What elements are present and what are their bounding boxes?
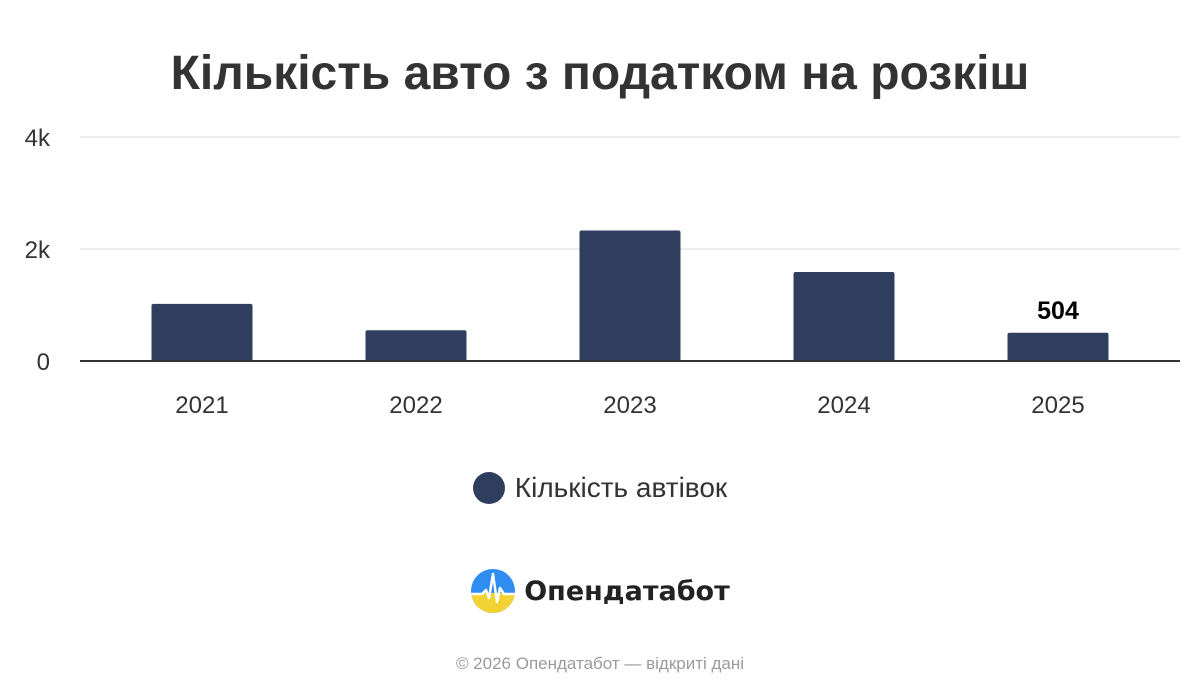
y-tick-label: 4k [25, 125, 51, 152]
legend: Кількість автівок [0, 472, 1200, 504]
y-tick-label: 0 [37, 349, 50, 376]
legend-label: Кількість автівок [514, 472, 728, 503]
bar-2024 [793, 271, 895, 361]
x-tick-label: 2022 [389, 392, 442, 419]
x-tick-label: 2025 [1031, 392, 1084, 419]
data-label: 504 [1037, 297, 1079, 325]
brand-name: Опендатабот [524, 575, 730, 607]
y-tick-label: 2k [25, 237, 51, 264]
x-tick-label: 2021 [175, 392, 228, 419]
legend-swatch [472, 472, 505, 504]
bar-2022 [365, 330, 467, 361]
x-tick-label: 2023 [603, 392, 656, 419]
bar-2025 [1007, 332, 1109, 361]
bar-2023 [579, 230, 681, 361]
opendatabot-logo-icon [471, 569, 516, 613]
footer-copyright: © 2026 Опендатабот — відкриті дані [455, 654, 745, 673]
bar-2021 [151, 303, 253, 361]
chart-title: Кількість авто з податком на розкіш [170, 47, 1030, 100]
bar-chart: 0 2k 4k 2021 2022 2023 2024 2025 504 [25, 125, 1180, 419]
brand: Опендатабот [0, 568, 1200, 614]
x-tick-label: 2024 [817, 392, 870, 419]
